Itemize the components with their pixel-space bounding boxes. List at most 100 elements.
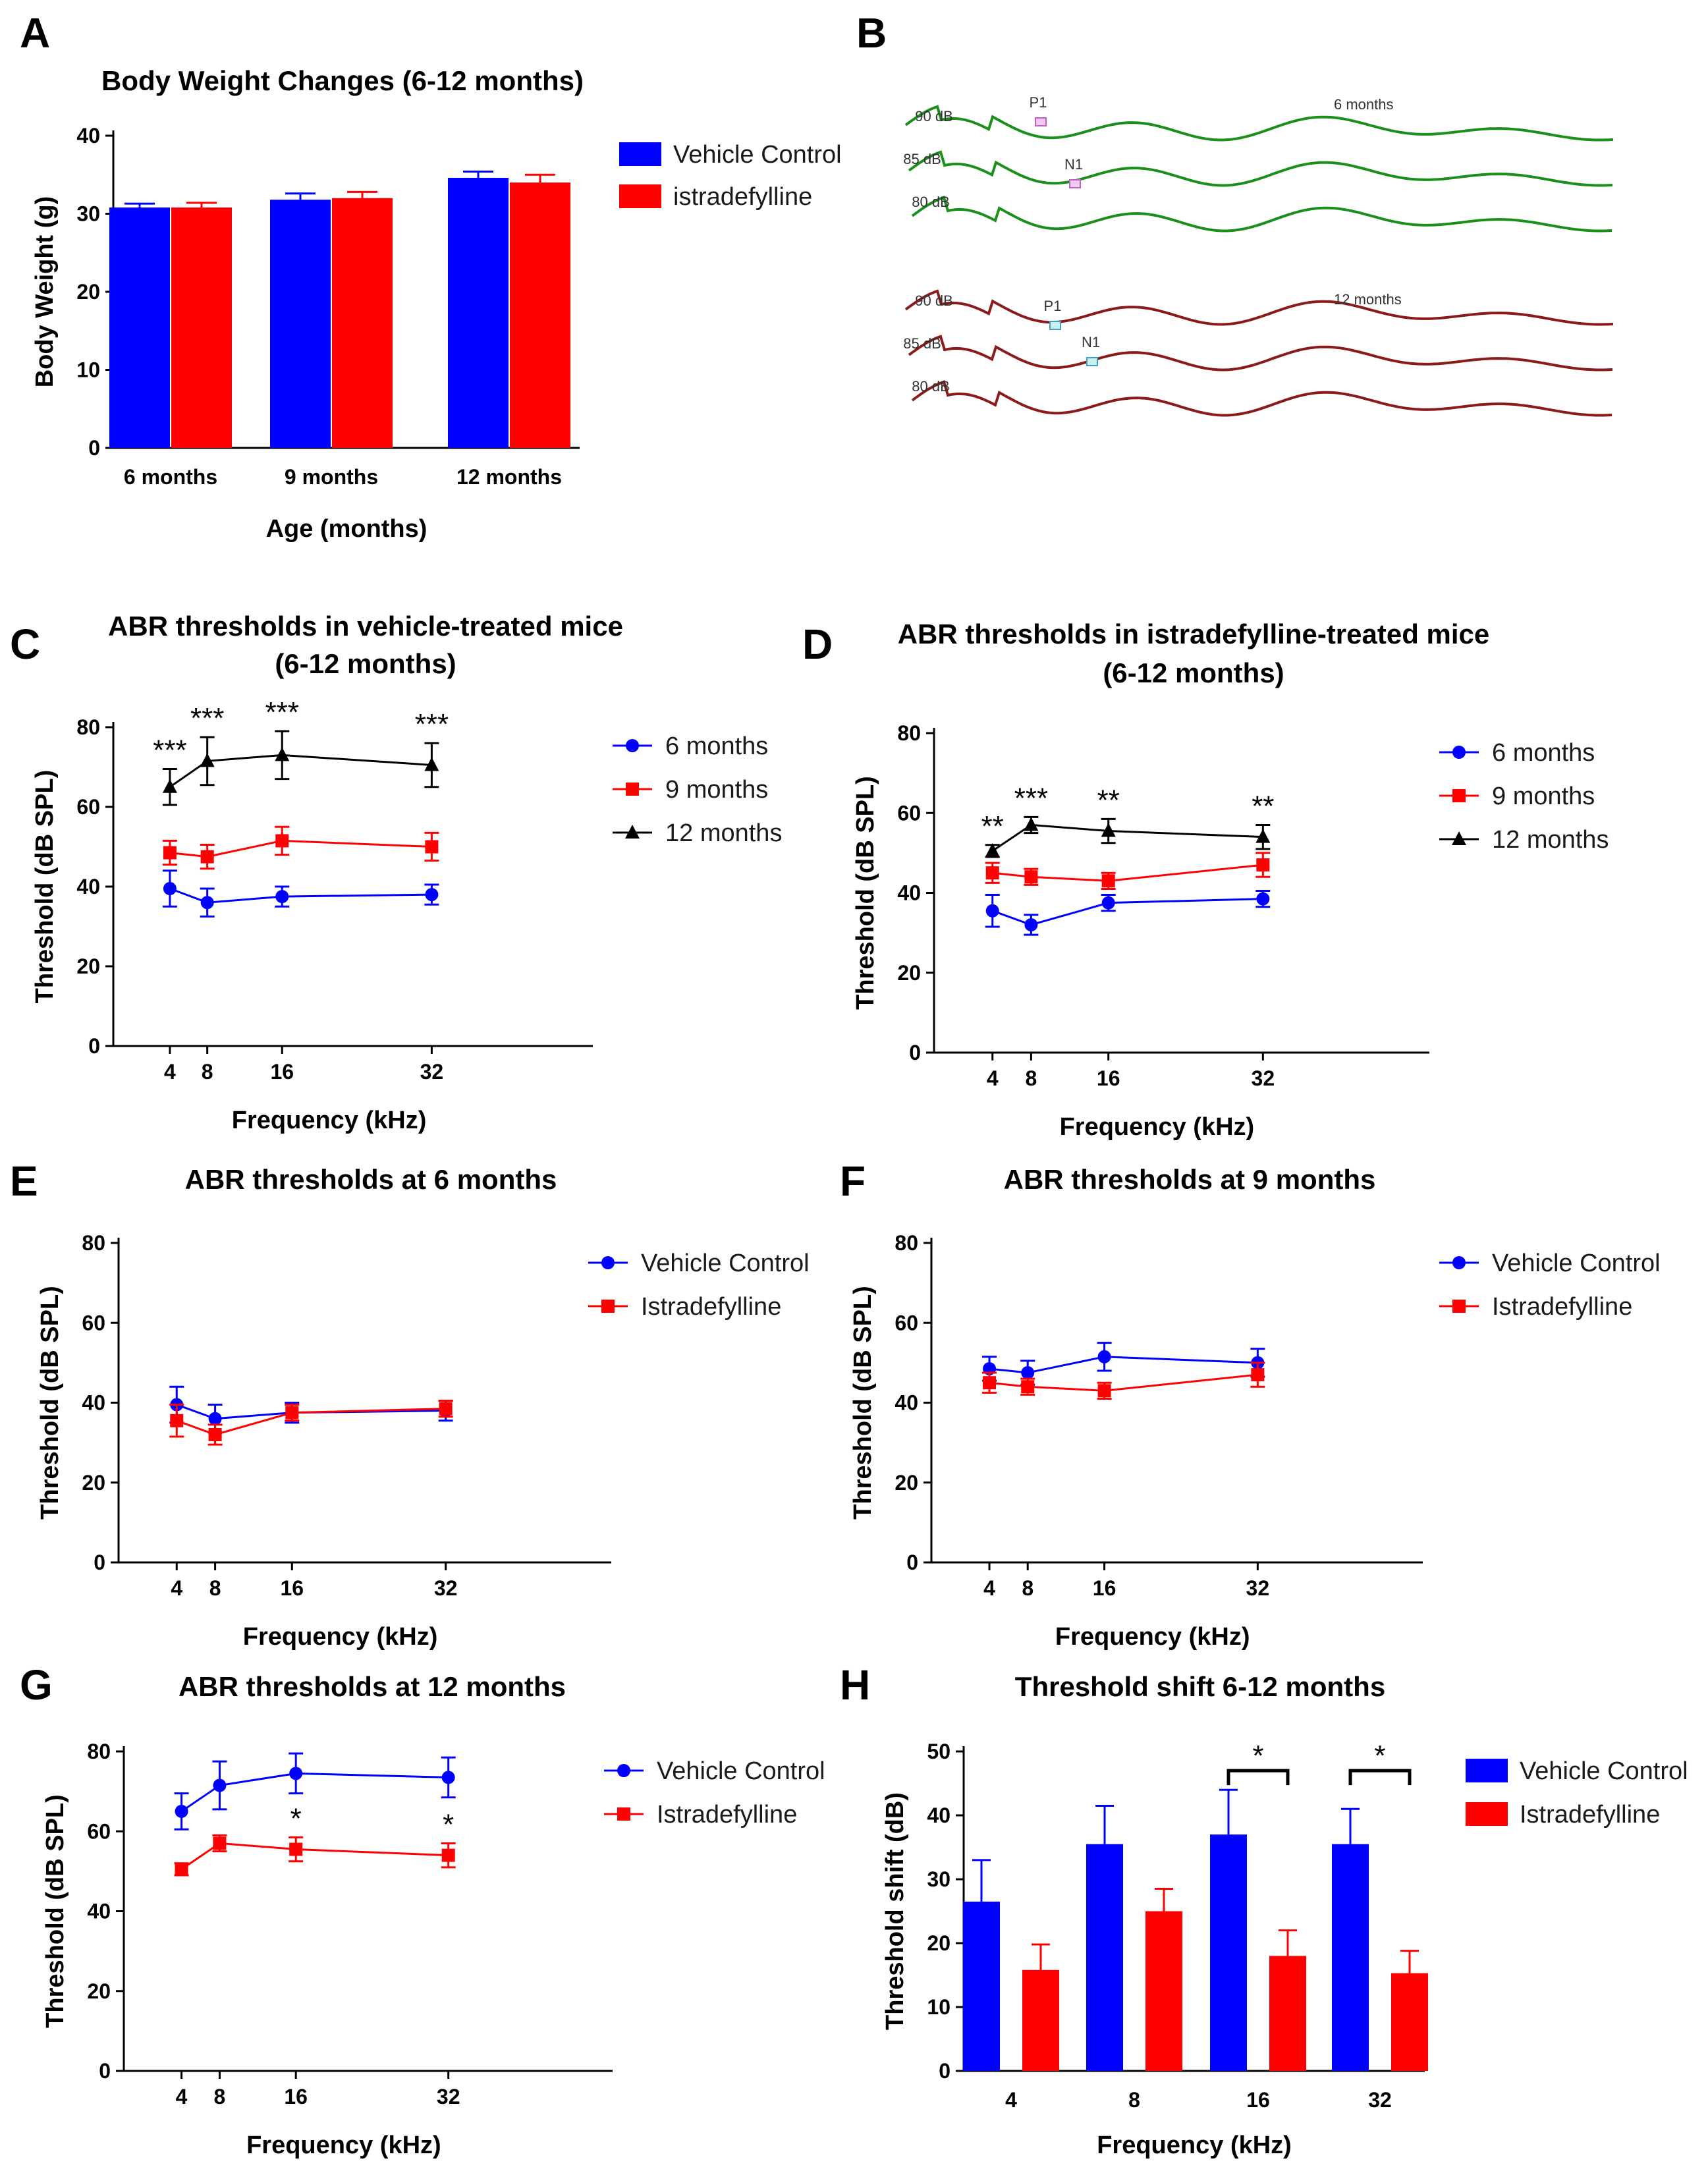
panel-G-x-tick-label: 32	[437, 2085, 460, 2108]
panel-D-data-point	[985, 866, 999, 880]
panel-H-x-tick-label: 8	[1128, 2088, 1140, 2112]
panel-F-y-tick-label: 20	[895, 1471, 918, 1495]
panel-A-bar	[510, 182, 570, 448]
panel-H-title: Threshold shift 6-12 months	[1015, 1671, 1385, 1702]
panel-C-series-line	[169, 754, 432, 788]
panel-C-data-point	[163, 846, 177, 860]
panel-C-legend-marker	[625, 825, 640, 839]
panel-C-data-point	[200, 850, 214, 864]
panel-H-legend-label: Vehicle Control	[1520, 1757, 1688, 1785]
panel-C-data-point	[275, 890, 289, 904]
panel-H-y-tick-label: 40	[927, 1803, 950, 1827]
panel-H-x-tick-label: 32	[1368, 2088, 1392, 2112]
panel-B-peak-marker	[1069, 179, 1081, 188]
panel-A-legend-swatch	[619, 184, 661, 208]
panel-letter-F: F	[840, 1157, 866, 1205]
panel-D-series-line	[992, 864, 1263, 882]
panel-H-y-tick-label: 30	[927, 1867, 950, 1891]
panel-G-y-tick-label: 0	[99, 2059, 111, 2083]
panel-F-data-point	[1251, 1368, 1265, 1382]
panel-D-series-line	[992, 898, 1263, 926]
panel-E-legend-marker	[601, 1256, 615, 1269]
panel-H-x-tick-label: 4	[1005, 2088, 1017, 2112]
panel-C-legend-label: 6 months	[665, 732, 768, 760]
panel-letter-H: H	[840, 1661, 870, 1709]
panel-G-y-tick-label: 60	[87, 1819, 111, 1843]
panel-C-significance-star: ***	[190, 702, 224, 734]
panel-A-bar	[270, 200, 331, 448]
panel-C-data-point	[200, 896, 214, 910]
panel-F-y-tick-label: 80	[895, 1231, 918, 1255]
panel-G-data-point	[289, 1767, 303, 1780]
panel-F-data-point	[1097, 1350, 1111, 1363]
panel-C-data-point	[200, 753, 215, 767]
panel-letter-G: G	[20, 1661, 53, 1709]
panel-letter-C: C	[10, 620, 40, 668]
panel-F-x-tick-label: 32	[1246, 1576, 1270, 1600]
panel-G-data-point	[441, 1771, 455, 1784]
panel-D-x-tick-label: 8	[1025, 1066, 1037, 1090]
panel-B-group-label: 6 months	[1334, 96, 1394, 113]
panel-E-y-tick-label: 80	[82, 1231, 105, 1255]
panel-B-peak-label: P1	[1030, 94, 1047, 111]
panel-G-data-point	[175, 1862, 188, 1876]
panel-B-peak-marker	[1086, 357, 1098, 366]
panel-E-y-tick-label: 60	[82, 1311, 105, 1335]
panel-F-x-tick-label: 8	[1022, 1576, 1033, 1600]
panel-E-data-point	[285, 1406, 299, 1419]
panel-D-data-point	[1256, 858, 1270, 872]
panel-D-legend-label: 12 months	[1492, 826, 1609, 854]
panel-D-data-point	[1024, 870, 1038, 884]
panel-C-series-line	[169, 839, 432, 858]
panel-H-y-tick-label: 50	[927, 1740, 950, 1763]
panel-D-y-tick-label: 0	[909, 1041, 921, 1064]
panel-D-y-tick-label: 60	[897, 801, 921, 825]
panel-G-x-axis-label: Frequency (kHz)	[246, 2132, 441, 2159]
panel-F-y-axis-label: Threshold (dB SPL)	[849, 1286, 877, 1520]
panel-E-title: ABR thresholds at 6 months	[185, 1164, 557, 1195]
panel-B-peak-label: P1	[1044, 298, 1062, 314]
panel-H-bar	[963, 1901, 1000, 2071]
panel-B-waveform	[911, 196, 1612, 233]
panel-D-data-point	[985, 904, 999, 918]
panel-G-data-point	[289, 1842, 303, 1856]
panel-B-waveform	[911, 380, 1612, 417]
panel-D-x-tick-label: 16	[1097, 1066, 1120, 1090]
panel-H-y-axis-label: Threshold shift (dB)	[881, 1792, 909, 2030]
panel-E-legend-label: Istradefylline	[641, 1293, 781, 1321]
panel-H-significance-star: *	[1252, 1740, 1263, 1772]
panel-A-y-tick-label: 40	[76, 124, 100, 148]
panel-F-y-tick-label: 0	[906, 1551, 918, 1574]
panel-C-y-tick-label: 20	[76, 954, 100, 978]
panel-C-y-axis-label: Threshold (dB SPL)	[31, 770, 59, 1004]
panel-F-x-tick-label: 4	[983, 1576, 995, 1600]
panel-A-y-tick-label: 20	[76, 280, 100, 304]
panel-C-data-point	[424, 757, 439, 771]
panel-A-x-tick-label: 12 months	[456, 465, 562, 489]
panel-D-title: (6-12 months)	[1103, 657, 1284, 688]
panel-E-y-tick-label: 20	[82, 1471, 105, 1495]
panel-E-x-tick-label: 8	[209, 1576, 221, 1600]
panel-D-significance-star: **	[1097, 784, 1120, 816]
panel-D-legend-marker	[1452, 746, 1466, 759]
panel-B-level-label: 80 dB	[912, 378, 950, 395]
panel-A-legend-label: Vehicle Control	[673, 141, 842, 169]
panel-A-y-tick-label: 30	[76, 202, 100, 226]
panel-A-legend-swatch	[619, 142, 661, 166]
panel-B-peak-marker	[1035, 117, 1047, 126]
panel-letter-E: E	[10, 1157, 38, 1205]
panel-G-data-point	[213, 1778, 227, 1792]
panel-G-y-tick-label: 40	[87, 1900, 111, 1923]
panel-D-legend-marker	[1452, 831, 1466, 845]
panel-C-legend-marker	[626, 739, 639, 752]
panel-C-significance-star: ***	[415, 708, 449, 740]
panel-D-data-point	[1101, 823, 1116, 837]
panel-D-legend-marker	[1452, 789, 1466, 802]
panel-H-bar	[1332, 1844, 1369, 2071]
panel-G-data-point	[175, 1804, 188, 1818]
panel-C-legend-marker	[626, 783, 639, 796]
panel-B-waveform	[908, 150, 1613, 187]
panel-H-y-tick-label: 20	[927, 1931, 950, 1955]
panel-B-peak-marker	[1049, 321, 1061, 330]
panel-F-x-tick-label: 16	[1093, 1576, 1116, 1600]
